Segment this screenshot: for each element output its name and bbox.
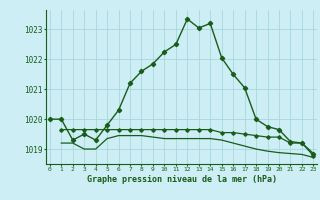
X-axis label: Graphe pression niveau de la mer (hPa): Graphe pression niveau de la mer (hPa): [87, 175, 276, 184]
